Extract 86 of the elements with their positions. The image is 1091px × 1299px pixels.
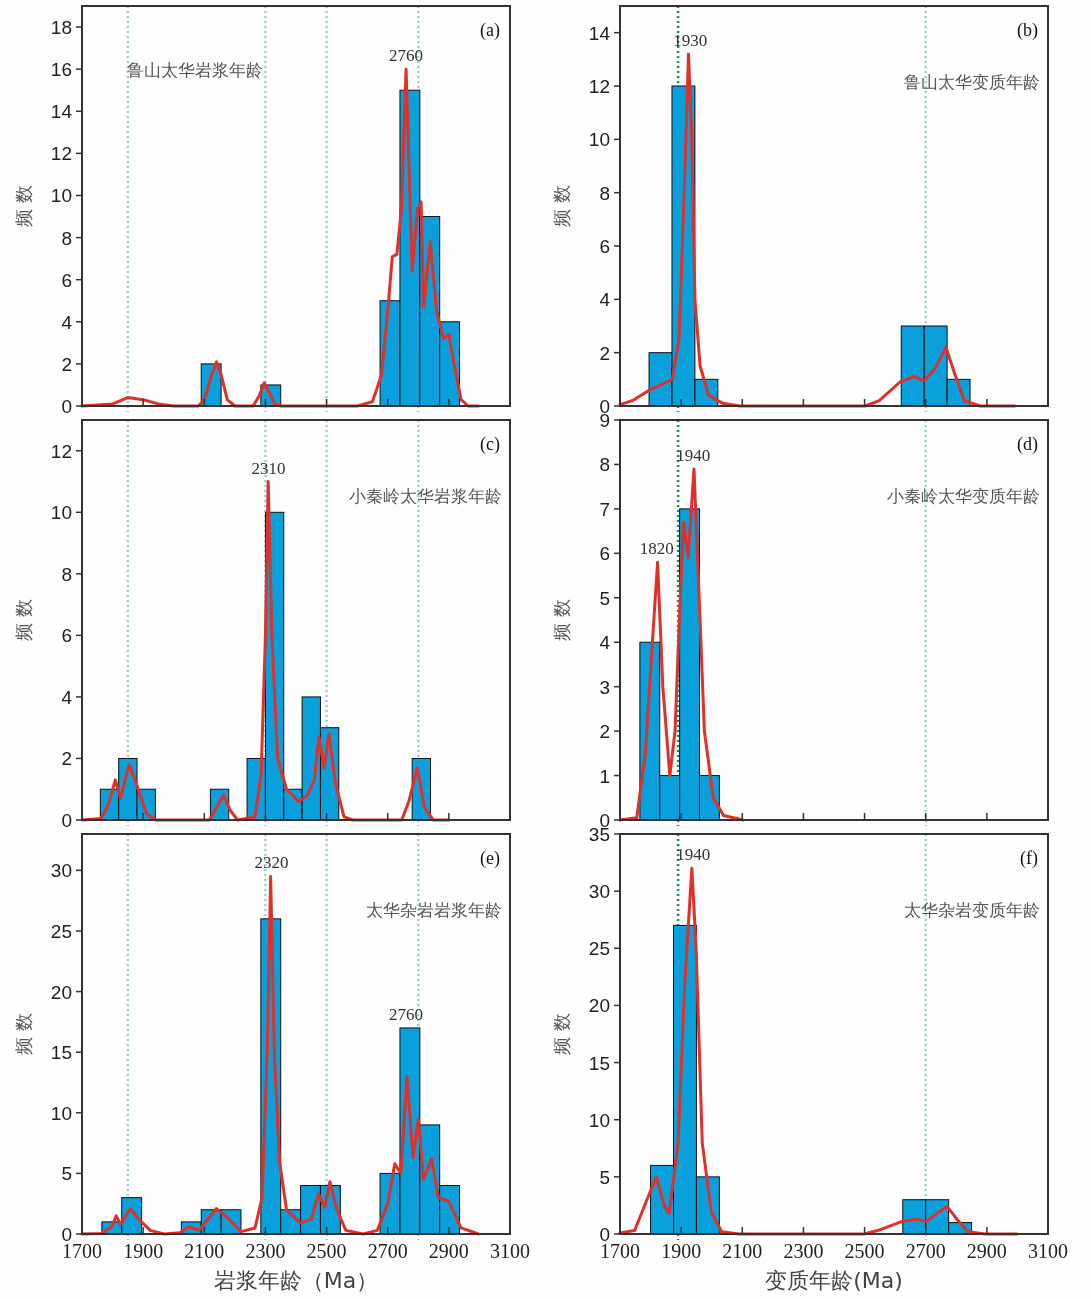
y-tick-label: 1 bbox=[599, 765, 610, 787]
y-tick-label: 4 bbox=[61, 686, 73, 708]
y-tick-label: 10 bbox=[50, 502, 72, 524]
y-axis-title: 频 数 bbox=[13, 185, 34, 227]
y-tick-label: 20 bbox=[50, 981, 72, 1003]
text: 小秦岭太华变质年龄 bbox=[887, 486, 1040, 506]
y-tick-label: 15 bbox=[588, 1052, 610, 1074]
y-tick-label: 8 bbox=[61, 227, 72, 249]
y-tick-label: 6 bbox=[599, 543, 610, 565]
annotation: 2310 bbox=[251, 458, 286, 478]
y-tick-label: 2 bbox=[599, 721, 610, 743]
annotation: (d) bbox=[1017, 434, 1038, 455]
text: 鲁山太华变质年龄 bbox=[904, 72, 1040, 92]
annotation: 1940 bbox=[676, 445, 711, 465]
y-tick-label: 7 bbox=[599, 498, 610, 520]
y-tick-label: 0 bbox=[61, 810, 72, 831]
annotation: 1820 bbox=[639, 539, 674, 559]
y-tick-label: 18 bbox=[50, 17, 72, 39]
y-tick-label: 8 bbox=[61, 563, 72, 585]
x-axis-title: 岩浆年龄（Ma） bbox=[213, 1268, 379, 1293]
annotation: 2320 bbox=[254, 853, 289, 873]
y-tick-label: 3 bbox=[599, 676, 610, 698]
x-tick-label: 3100 bbox=[1028, 1240, 1068, 1262]
y-tick-label: 30 bbox=[50, 860, 72, 882]
annotation: 2760 bbox=[389, 46, 424, 66]
annotation: (c) bbox=[480, 434, 500, 455]
x-tick-label: 2500 bbox=[306, 1240, 347, 1262]
y-tick-label: 8 bbox=[599, 454, 610, 476]
y-tick-label: 10 bbox=[50, 185, 72, 207]
x-tick-label: 2900 bbox=[428, 1240, 469, 1262]
y-tick-label: 5 bbox=[599, 1166, 610, 1188]
y-tick-label: 4 bbox=[599, 289, 611, 311]
x-tick-label: 1900 bbox=[661, 1240, 702, 1262]
y-tick-label: 14 bbox=[50, 101, 73, 123]
x-tick-label: 2900 bbox=[966, 1240, 1007, 1262]
y-tick-label: 2 bbox=[61, 748, 72, 770]
y-tick-label: 10 bbox=[588, 1109, 610, 1131]
text: 小秦岭太华岩浆年龄 bbox=[349, 486, 502, 506]
annotation: (a) bbox=[480, 20, 500, 41]
y-axis-title: 频 数 bbox=[13, 1013, 34, 1055]
y-tick-label: 15 bbox=[50, 1042, 72, 1064]
annotation: (e) bbox=[480, 848, 500, 869]
text: 鲁山太华岩浆年龄 bbox=[127, 60, 263, 80]
y-tick-label: 10 bbox=[50, 1102, 72, 1124]
y-tick-label: 5 bbox=[61, 1163, 72, 1185]
x-tick-label: 2700 bbox=[367, 1240, 408, 1262]
y-tick-label: 0 bbox=[61, 396, 72, 417]
y-tick-label: 10 bbox=[588, 129, 610, 151]
y-axis-title: 频 数 bbox=[551, 599, 572, 641]
y-tick-label: 14 bbox=[588, 22, 611, 44]
y-tick-label: 4 bbox=[599, 632, 611, 654]
y-tick-label: 30 bbox=[588, 881, 610, 903]
y-axis-title: 频 数 bbox=[551, 185, 572, 227]
x-axis-title: 变质年龄(Ma) bbox=[765, 1268, 903, 1293]
annotation: 1930 bbox=[673, 31, 708, 50]
annotation: (f) bbox=[1020, 848, 1038, 869]
y-tick-label: 12 bbox=[588, 76, 610, 97]
x-tick-label: 2100 bbox=[184, 1240, 225, 1262]
y-tick-label: 12 bbox=[50, 143, 72, 165]
y-tick-label: 6 bbox=[61, 625, 72, 647]
annotation: (b) bbox=[1017, 20, 1038, 41]
annotation: 1940 bbox=[676, 845, 711, 865]
text: 太华杂岩变质年龄 bbox=[904, 900, 1040, 920]
annotation: 2760 bbox=[389, 1004, 424, 1024]
x-tick-label: 2500 bbox=[844, 1240, 885, 1262]
y-tick-label: 16 bbox=[50, 59, 72, 81]
x-tick-label: 2100 bbox=[722, 1240, 763, 1262]
y-axis-title: 频 数 bbox=[551, 1013, 572, 1055]
y-tick-label: 25 bbox=[588, 938, 610, 960]
y-tick-label: 2 bbox=[599, 342, 610, 364]
y-tick-label: 2 bbox=[61, 353, 72, 375]
x-tick-label: 1900 bbox=[123, 1240, 164, 1262]
y-tick-label: 25 bbox=[50, 920, 72, 942]
y-axis-title: 频 数 bbox=[13, 599, 34, 641]
y-tick-label: 5 bbox=[599, 587, 610, 609]
x-tick-label: 2300 bbox=[783, 1240, 824, 1262]
y-tick-label: 8 bbox=[599, 182, 610, 204]
x-tick-label: 2700 bbox=[905, 1240, 946, 1262]
y-tick-label: 4 bbox=[61, 311, 73, 333]
x-tick-label: 2300 bbox=[245, 1240, 286, 1262]
y-tick-label: 20 bbox=[588, 995, 610, 1017]
x-tick-label: 3100 bbox=[490, 1240, 530, 1262]
text: 太华杂岩岩浆年龄 bbox=[366, 900, 502, 920]
y-tick-label: 6 bbox=[61, 269, 72, 291]
y-tick-label: 6 bbox=[599, 236, 610, 257]
y-tick-label: 12 bbox=[50, 440, 72, 462]
